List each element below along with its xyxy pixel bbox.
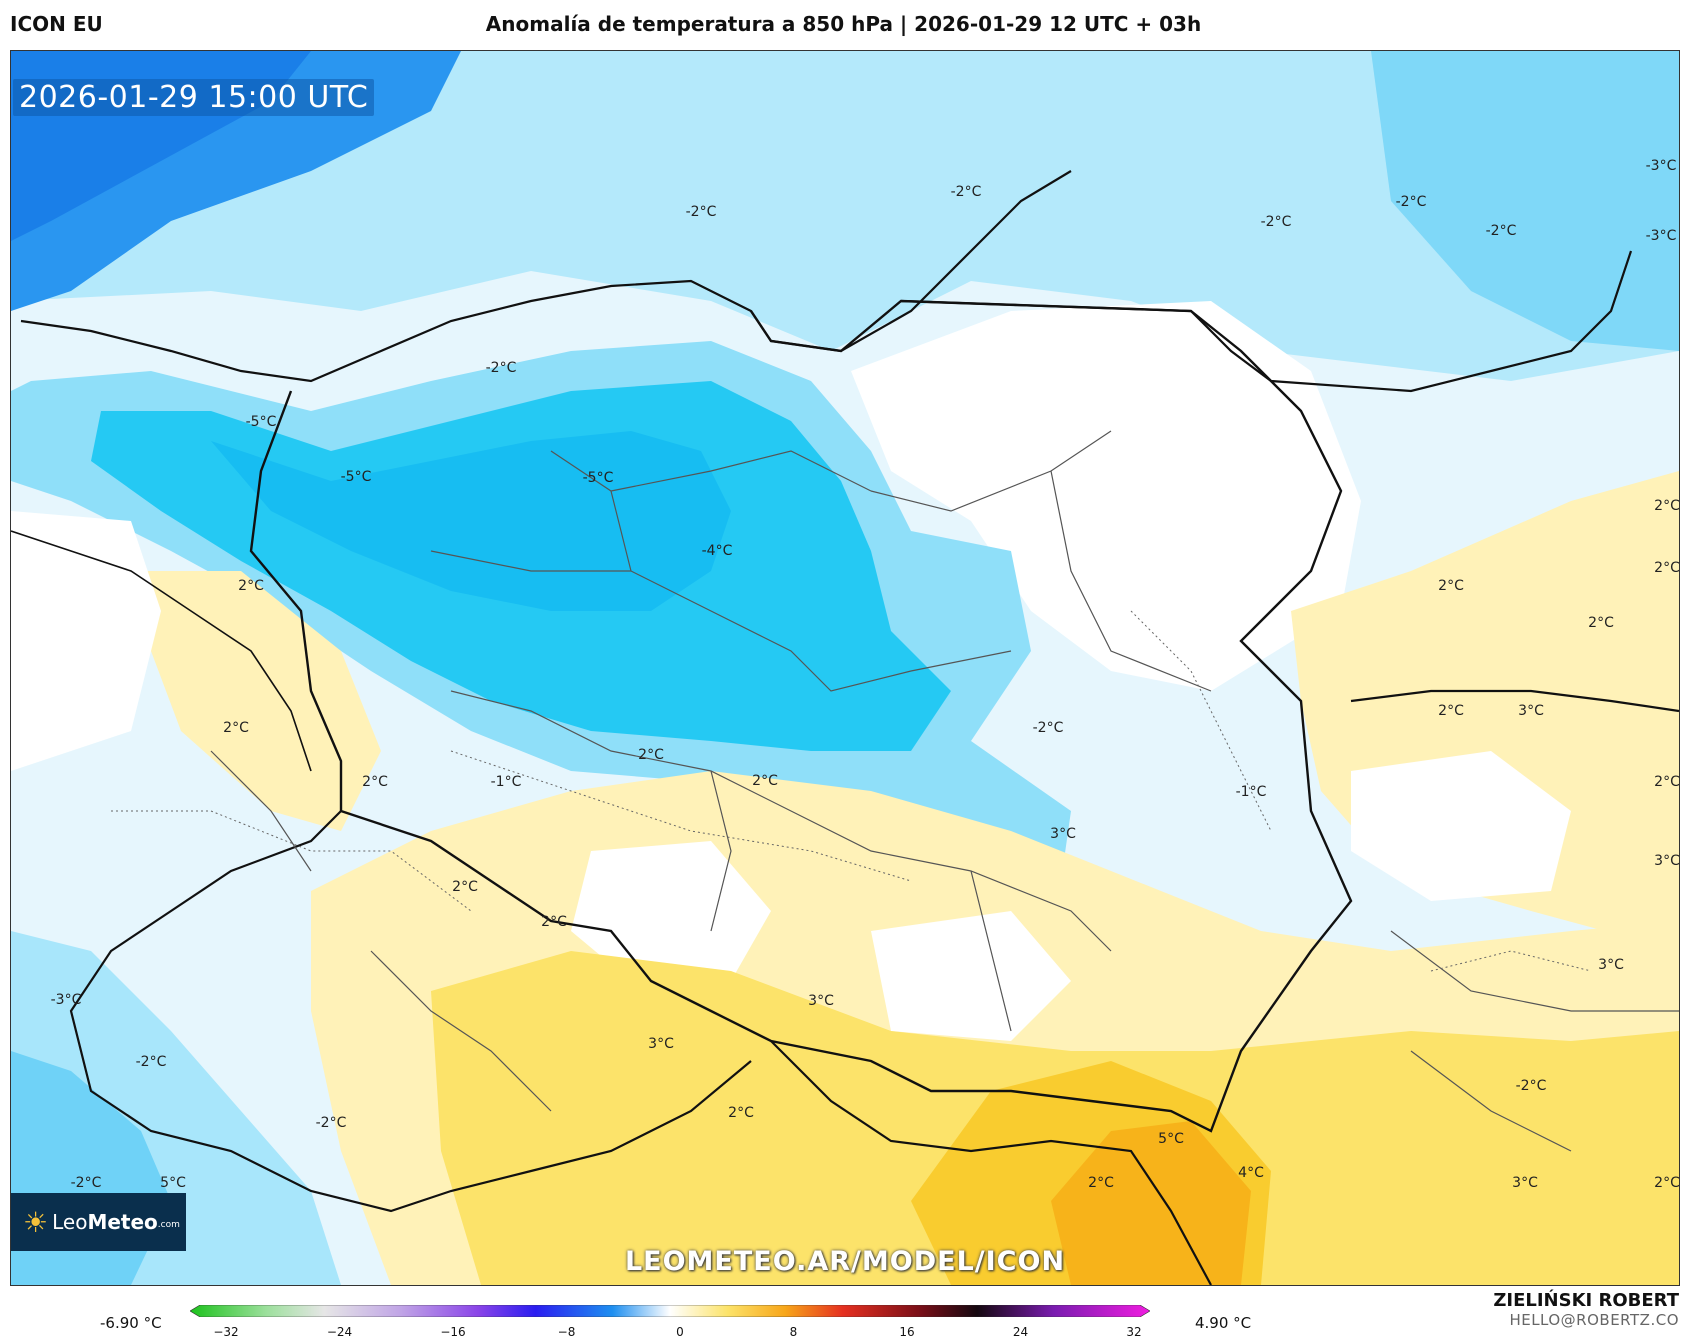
poland-border [249,299,1353,1133]
contour-label: -2°C [1485,223,1517,239]
germany-border [11,530,312,772]
contour-label: -2°C [685,204,717,220]
contour-label: -5°C [340,469,372,485]
contour-label: 2°C [223,720,249,736]
contour-label: 2°C [362,774,388,790]
central-deep-cyan-anomaly [211,431,731,611]
map-canvas [11,51,1679,1285]
contour-label: 2°C [238,578,264,594]
contour-label: 3°C [648,1036,674,1052]
colorbar-tick-label: 0 [676,1325,684,1339]
colorbar-tick-label: −24 [326,1325,353,1339]
model-name: ICON EU [10,12,103,36]
czech-border [69,810,752,1213]
kaliningrad-border [900,250,1633,393]
contour-label: 3°C [1050,826,1076,842]
contour-label: -2°C [1260,214,1292,230]
south-orange-core [1051,1121,1251,1285]
contour-label: -5°C [245,414,277,430]
contour-label: 2°C [1654,774,1680,790]
contour-label: -2°C [1032,720,1064,736]
contour-label: -2°C [70,1175,102,1191]
contour-label: 4°C [1238,1165,1264,1181]
colorbar-tick-label: 32 [1126,1325,1142,1339]
colorbar-tick-label: −32 [213,1325,239,1339]
leometeo-logo[interactable]: ☀ Leo Meteo .com [11,1193,186,1251]
contour-label: 2°C [728,1105,754,1121]
contour-label: 2°C [1438,703,1464,719]
contour-label: 2°C [452,879,478,895]
contour-label: 2°C [1654,560,1680,576]
colorbar-tick-label: −8 [557,1325,576,1339]
contour-label: -3°C [1645,228,1677,244]
watermark-url: LEOMETEO.AR/MODEL/ICON [624,1246,1066,1277]
colorbar-tick-label: −16 [440,1325,466,1339]
south-white-pocket-2 [871,911,1071,1041]
contour-label: 2°C [1588,615,1614,631]
contour-label: -1°C [490,774,522,790]
logo-brand-com: .com [157,1220,180,1230]
contour-label: 2°C [1088,1175,1114,1191]
west-yellow-area [141,571,381,831]
contour-label: 3°C [1512,1175,1538,1191]
south-white-pocket [571,841,771,981]
regional-borders [210,430,1679,1152]
contour-label: 2°C [1654,1175,1680,1191]
author-name: ZIELIŃSKI ROBERT [1493,1290,1679,1311]
temperature-anomaly-map[interactable]: 2026-01-29 15:00 UTC -2°C -2°C -2°C -2°C -2°… [10,50,1680,1286]
author-email: HELLO@ROBERTZ.CO [1509,1311,1679,1329]
contour-label: -5°C [582,470,614,486]
colorbar-tick-label: 16 [899,1325,915,1339]
contour-label: 3°C [1518,703,1544,719]
contour-label: -2°C [950,184,982,200]
colorbar: -6.90 °C −32 −24 −16 −8 0 8 16 24 32 [0,1290,1687,1339]
contour-label: 2°C [638,747,664,763]
slovakia-hungary-border [770,1040,1212,1285]
contour-label: 2°C [541,914,567,930]
ukraine-belarus-border [1350,689,1679,713]
ne-blue-area [1371,51,1679,351]
logo-brand-leo: Leo [52,1210,88,1234]
map-title: Anomalía de temperatura a 850 hPa | 2026… [485,12,1202,36]
contour-label: 5°C [1158,1131,1184,1147]
contour-label: -2°C [1395,194,1427,210]
contour-label: 2°C [752,773,778,789]
contour-label: 3°C [808,993,834,1009]
contour-label: -4°C [701,543,733,559]
baltic-coastline [20,170,1072,383]
colorbar-gradient [190,1305,1150,1317]
colorbar-tick-label: 24 [1012,1325,1029,1339]
contour-label: 3°C [1654,853,1680,869]
east-white-pocket [1351,751,1571,901]
contour-label: 5°C [160,1175,186,1191]
contour-label: -2°C [1515,1078,1547,1094]
contour-label: -2°C [135,1054,167,1070]
logo-brand-meteo: Meteo [87,1210,158,1234]
contour-label: -1°C [1235,784,1267,800]
light-blue-north-band [11,51,1679,381]
sun-icon: ☀ [23,1205,49,1239]
west-white-area [11,511,161,771]
contour-label: 2°C [1654,498,1680,514]
author-credit: ZIELIŃSKI ROBERT HELLO@ROBERTZ.CO [1493,1290,1679,1329]
contour-label: -3°C [50,992,82,1008]
valid-time-badge: 2026-01-29 15:00 UTC [13,79,375,116]
colorbar-max-label: 4.90 °C [1195,1314,1252,1332]
contour-label: 2°C [1438,578,1464,594]
white-east-area [851,301,1361,691]
contour-label: -2°C [485,360,517,376]
contour-label: -3°C [1645,158,1677,174]
colorbar-min-label: -6.90 °C [100,1314,162,1332]
contour-label: 3°C [1598,957,1624,973]
colorbar-tick-label: 8 [789,1325,798,1339]
contour-label: -2°C [315,1115,347,1131]
